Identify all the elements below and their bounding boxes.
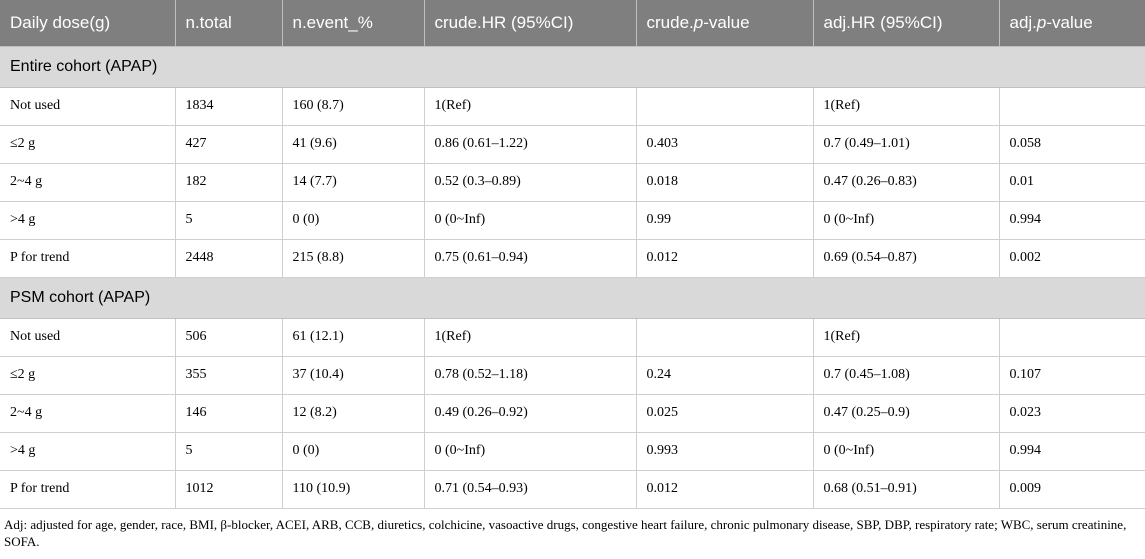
table-row: P for trend 1012 110 (10.9) 0.71 (0.54–0.93… xyxy=(0,470,1145,509)
table-row: P for trend 2448 215 (8.8) 0.75 (0.61–0.94)… xyxy=(0,239,1145,278)
column-header-n-total: n.total xyxy=(175,0,283,46)
table-cell: 0.86 (0.61–1.22) xyxy=(424,125,637,164)
table-cell: >4 g xyxy=(0,432,176,471)
table-cell: 355 xyxy=(175,356,283,395)
table-cell: 0.023 xyxy=(999,394,1145,433)
table-cell: 0.002 xyxy=(999,239,1145,278)
table-cell: 2~4 g xyxy=(0,163,176,202)
table-cell: 0.7 (0.45–1.08) xyxy=(813,356,1000,395)
table-cell: 0.49 (0.26–0.92) xyxy=(424,394,637,433)
table-cell: 1012 xyxy=(175,470,283,509)
table-cell: 2~4 g xyxy=(0,394,176,433)
table-cell: 0.99 xyxy=(636,201,814,240)
table-cell: 2448 xyxy=(175,239,283,278)
table-cell: 0.107 xyxy=(999,356,1145,395)
results-table: Daily dose(g) n.total n.event_% crude.HR… xyxy=(0,0,1145,509)
table-cell: 110 (10.9) xyxy=(282,470,425,509)
section-title: Entire cohort (APAP) xyxy=(0,45,1145,88)
table-row: ≤2 g 355 37 (10.4) 0.78 (0.52–1.18) 0.24 0.7 … xyxy=(0,356,1145,395)
table-cell: 0.47 (0.25–0.9) xyxy=(813,394,1000,433)
table-footnote: Adj: adjusted for age, gender, race, BMI… xyxy=(4,516,1127,549)
table-body: Entire cohort (APAP) Not used 1834 160 (8.7… xyxy=(0,45,1145,509)
column-header-n-event: n.event_% xyxy=(282,0,425,46)
table-cell: P for trend xyxy=(0,470,176,509)
table-cell: Not used xyxy=(0,87,176,126)
table-cell: 0.75 (0.61–0.94) xyxy=(424,239,637,278)
table-cell: P for trend xyxy=(0,239,176,278)
table-cell: 506 xyxy=(175,318,283,357)
table-cell: 37 (10.4) xyxy=(282,356,425,395)
table-cell: 182 xyxy=(175,163,283,202)
column-header-crude-p-value: crude.p-value xyxy=(636,0,814,46)
table-cell: 0.012 xyxy=(636,239,814,278)
table-cell: 1(Ref) xyxy=(813,87,1000,126)
column-header-adj-hr: adj.HR (95%CI) xyxy=(813,0,1000,46)
table-cell: >4 g xyxy=(0,201,176,240)
table-cell: 0.78 (0.52–1.18) xyxy=(424,356,637,395)
table-cell: 0.52 (0.3–0.89) xyxy=(424,163,637,202)
table-cell: Not used xyxy=(0,318,176,357)
section-title: PSM cohort (APAP) xyxy=(0,276,1145,319)
table-cell: 0.009 xyxy=(999,470,1145,509)
table-cell: 0 (0~Inf) xyxy=(424,201,637,240)
table-cell: 0.018 xyxy=(636,163,814,202)
table-cell: 0.993 xyxy=(636,432,814,471)
section-header-row: Entire cohort (APAP) xyxy=(0,45,1145,88)
table-cell: 1834 xyxy=(175,87,283,126)
column-header-daily-dose: Daily dose(g) xyxy=(0,0,176,46)
table-cell: 41 (9.6) xyxy=(282,125,425,164)
table-cell: 0.47 (0.26–0.83) xyxy=(813,163,1000,202)
table-cell: 0 (0~Inf) xyxy=(424,432,637,471)
table-cell xyxy=(636,318,814,357)
table-cell: 0.012 xyxy=(636,470,814,509)
table-cell: 5 xyxy=(175,201,283,240)
table-cell xyxy=(999,318,1145,357)
column-header-adj-p-value: adj.p-value xyxy=(999,0,1145,46)
column-header-crude-hr: crude.HR (95%CI) xyxy=(424,0,637,46)
table-cell: 14 (7.7) xyxy=(282,163,425,202)
table-cell: 0 (0) xyxy=(282,201,425,240)
table-cell: 146 xyxy=(175,394,283,433)
table-cell: 0.01 xyxy=(999,163,1145,202)
table-cell: 0 (0) xyxy=(282,432,425,471)
table-cell: 0.71 (0.54–0.93) xyxy=(424,470,637,509)
table-cell: 160 (8.7) xyxy=(282,87,425,126)
table-row: ≤2 g 427 41 (9.6) 0.86 (0.61–1.22) 0.403 0.7 … xyxy=(0,125,1145,164)
table-cell xyxy=(999,87,1145,126)
table-row: 2~4 g 146 12 (8.2) 0.49 (0.26–0.92) 0.025 0.4… xyxy=(0,394,1145,433)
table-cell: 1(Ref) xyxy=(424,318,637,357)
table-cell: 5 xyxy=(175,432,283,471)
table-cell: 0.68 (0.51–0.91) xyxy=(813,470,1000,509)
section-header-row: PSM cohort (APAP) xyxy=(0,276,1145,319)
table-cell: 215 (8.8) xyxy=(282,239,425,278)
table-cell: 0.403 xyxy=(636,125,814,164)
table-cell: 0.69 (0.54–0.87) xyxy=(813,239,1000,278)
table-row: Not used 1834 160 (8.7) 1(Ref) 1(Ref) xyxy=(0,87,1145,126)
header-row: Daily dose(g) n.total n.event_% crude.HR… xyxy=(0,0,1145,46)
table-cell: ≤2 g xyxy=(0,125,176,164)
table-cell: 0.24 xyxy=(636,356,814,395)
table-cell: 1(Ref) xyxy=(424,87,637,126)
table-header: Daily dose(g) n.total n.event_% crude.HR… xyxy=(0,0,1145,46)
table-cell: 0.994 xyxy=(999,201,1145,240)
table-cell: 0.7 (0.49–1.01) xyxy=(813,125,1000,164)
table-cell: 1(Ref) xyxy=(813,318,1000,357)
table-row: Not used 506 61 (12.1) 1(Ref) 1(Ref) xyxy=(0,318,1145,357)
table-row: 2~4 g 182 14 (7.7) 0.52 (0.3–0.89) 0.018 0.47… xyxy=(0,163,1145,202)
table-cell: 0.058 xyxy=(999,125,1145,164)
table-cell: 0 (0~Inf) xyxy=(813,432,1000,471)
table-cell: 427 xyxy=(175,125,283,164)
table-cell: ≤2 g xyxy=(0,356,176,395)
table-cell: 61 (12.1) xyxy=(282,318,425,357)
table-cell: 12 (8.2) xyxy=(282,394,425,433)
table-cell: 0.994 xyxy=(999,432,1145,471)
table-cell xyxy=(636,87,814,126)
table-cell: 0.025 xyxy=(636,394,814,433)
table-cell: 0 (0~Inf) xyxy=(813,201,1000,240)
